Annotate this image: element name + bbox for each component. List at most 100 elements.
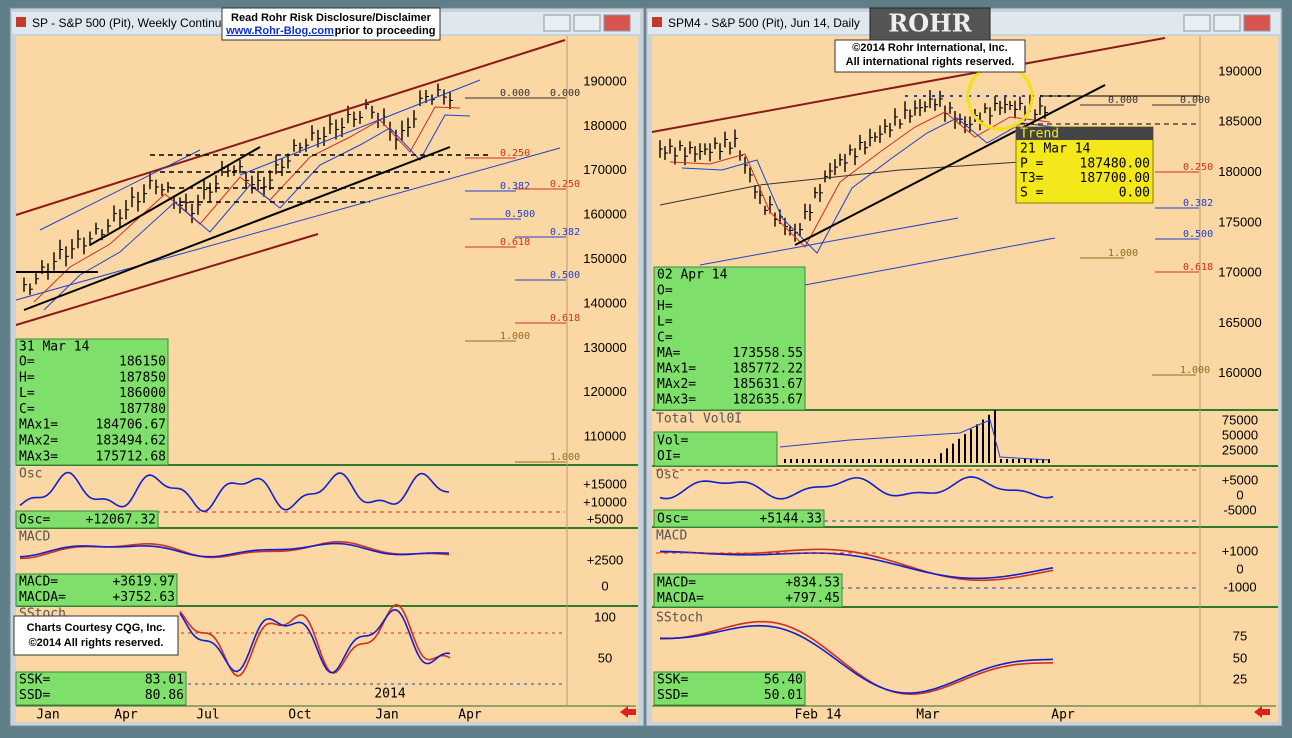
readout-value: 185631.67	[733, 377, 803, 392]
readout-box	[15, 671, 187, 706]
indicator-tick: 50	[598, 650, 612, 665]
readout-label: C=	[657, 330, 673, 345]
disclaimer-box	[221, 7, 441, 41]
time-tick: Jul	[196, 708, 219, 723]
readout-value: 175712.68	[96, 449, 166, 464]
readout-label: MAx2=	[657, 377, 696, 392]
time-tick: Apr	[114, 708, 138, 723]
trend-label: S =	[1020, 186, 1044, 201]
copyright-text: ©2014 Rohr International, Inc.	[852, 42, 1007, 54]
panel-label: Osc	[656, 468, 679, 483]
scroll-arrow[interactable]	[620, 706, 636, 718]
trend-line	[23, 146, 451, 311]
window-button[interactable]	[1213, 14, 1241, 32]
readout-label: MACDA=	[19, 590, 66, 605]
indicator-tick: +10000	[583, 494, 627, 509]
readout-value: 80.86	[145, 688, 184, 703]
indicator-tick: -5000	[1223, 502, 1256, 517]
indicator-tick: +1000	[1222, 543, 1259, 558]
time-tick: Jan	[36, 708, 59, 723]
window-button[interactable]	[573, 14, 601, 32]
window-button[interactable]	[1183, 14, 1211, 32]
trend-value: 187700.00	[1080, 171, 1150, 186]
readout-label: O=	[657, 284, 673, 299]
window-button[interactable]	[603, 14, 631, 32]
indicator-tick: 50000	[1222, 427, 1258, 442]
window-button[interactable]	[543, 14, 571, 32]
courtesy-box	[13, 615, 179, 656]
indicator-tick: +5000	[1222, 472, 1259, 487]
indicator-tick: 0	[1236, 487, 1243, 502]
panel-label: MACD	[19, 530, 50, 545]
disclaimer-link[interactable]: www.Rohr-Blog.com	[225, 25, 334, 37]
fib-label: 0.250	[1183, 162, 1213, 173]
indicator-tick: 25	[1233, 671, 1247, 686]
readout-date: 31 Mar 14	[19, 340, 90, 355]
trend-label: P =	[1020, 157, 1044, 172]
macd-line	[19, 542, 450, 558]
readout-label: OI=	[657, 449, 681, 464]
price-tick: 185000	[1218, 114, 1261, 129]
price-tick: 160000	[583, 207, 626, 222]
panel-label: MACD	[656, 529, 687, 544]
window-title: SP - S&P 500 (Pit), Weekly Continuatio	[32, 16, 241, 30]
channel-line	[39, 149, 201, 231]
readout-box	[15, 573, 178, 607]
fib-label: 0.250	[500, 148, 530, 159]
readout-value: +834.53	[785, 576, 840, 591]
fib-label: 0.382	[550, 227, 580, 238]
fib-label: 0.000	[1180, 95, 1210, 106]
ma-line	[669, 111, 1051, 248]
channel-line	[15, 233, 319, 326]
trend-value: 0.00	[1119, 186, 1150, 201]
price-tick: 165000	[1218, 315, 1261, 330]
readout-value: 182635.67	[733, 393, 803, 408]
panel-label: Osc	[19, 467, 42, 482]
fib-label: 0.618	[550, 313, 580, 324]
stoch-line	[659, 624, 1054, 694]
time-tick: Oct	[288, 708, 311, 723]
right-time-axis	[652, 706, 1278, 722]
readout-label: SSK=	[19, 673, 50, 688]
readout-label: MAx2=	[19, 434, 58, 449]
window-button[interactable]	[1243, 14, 1271, 32]
time-tick: Mar	[916, 708, 940, 723]
trend-value: 187480.00	[1080, 157, 1150, 172]
fib-label: 1.000	[1108, 248, 1138, 259]
readout-box	[15, 338, 169, 466]
readout-box	[653, 266, 806, 411]
trend-date: 21 Mar 14	[1020, 142, 1091, 157]
price-tick: 180000	[1218, 164, 1261, 179]
fib-label: 0.000	[1108, 95, 1138, 106]
readout-box	[653, 671, 806, 706]
trend-line	[89, 146, 261, 246]
readout-value: 187850	[119, 370, 166, 385]
year-label: 2014	[374, 687, 405, 702]
readout-value: 187780	[119, 402, 166, 417]
readout-value: +12067.32	[86, 513, 156, 528]
readout-value: 186000	[119, 386, 166, 401]
readout-box	[653, 573, 843, 608]
readout-value: 184706.67	[96, 418, 166, 433]
time-tick: Feb 14	[795, 708, 842, 723]
readout-value: 186150	[119, 355, 166, 370]
courtesy-text: ©2014 All rights reserved.	[29, 637, 164, 649]
channel-line	[15, 147, 561, 301]
panel-label: Total Vol0I	[656, 412, 742, 427]
osc-line	[19, 471, 450, 513]
readout-label: H=	[657, 299, 673, 314]
indicator-tick: 100	[594, 609, 616, 624]
readout-label: MAx3=	[657, 393, 696, 408]
osc-line	[659, 476, 1054, 500]
readout-value: +3619.97	[112, 575, 175, 590]
readout-value: 183494.62	[96, 434, 166, 449]
disclaimer-text: Read Rohr Risk Disclosure/Disclaimer	[231, 12, 432, 24]
fib-label: 0.382	[500, 181, 530, 192]
scroll-arrow[interactable]	[1254, 706, 1270, 718]
readout-date: 02 Apr 14	[657, 268, 728, 283]
readout-label: Osc=	[657, 512, 688, 527]
copyright-text: All international rights reserved.	[846, 56, 1015, 68]
trend-line	[794, 84, 1106, 246]
readout-label: MA=	[657, 346, 681, 361]
readout-label: MACD=	[19, 575, 58, 590]
